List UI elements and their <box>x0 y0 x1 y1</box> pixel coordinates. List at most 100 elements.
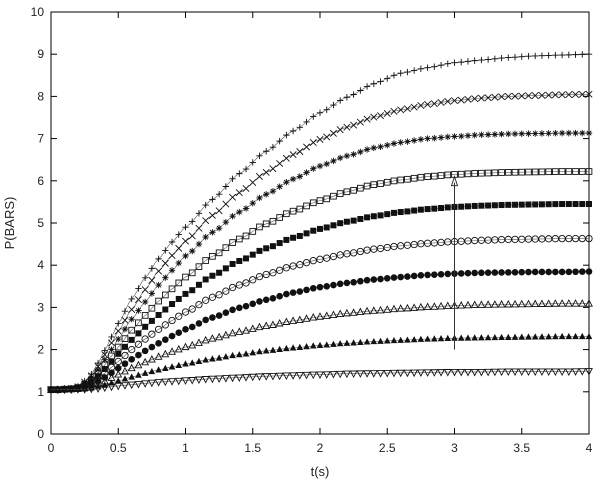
data-point <box>276 345 283 352</box>
data-point <box>316 197 324 204</box>
data-point <box>410 174 418 182</box>
series-line <box>51 132 589 390</box>
data-point <box>209 272 216 279</box>
data-point <box>276 159 284 168</box>
data-point <box>155 255 162 263</box>
data-point <box>155 267 163 275</box>
data-point <box>363 146 371 153</box>
data-point <box>464 170 472 178</box>
data-point <box>565 201 572 208</box>
data-point <box>552 333 559 340</box>
data-point <box>458 132 465 140</box>
data-point <box>552 130 559 137</box>
data-point <box>269 346 277 353</box>
data-point <box>188 323 196 331</box>
data-point <box>303 202 310 210</box>
data-point <box>564 368 573 376</box>
data-point <box>512 201 519 208</box>
data-point <box>376 370 385 378</box>
data-point <box>215 224 223 232</box>
data-point <box>282 317 291 325</box>
x-axis-title: t(s) <box>311 464 330 479</box>
data-point <box>491 202 498 209</box>
data-point <box>121 343 128 350</box>
data-point <box>80 386 89 394</box>
data-point <box>316 135 324 143</box>
data-point <box>141 312 149 319</box>
data-point <box>88 378 95 385</box>
data-point <box>470 300 479 309</box>
data-point <box>208 375 217 384</box>
data-point <box>478 169 485 177</box>
data-point <box>377 180 384 187</box>
data-point <box>262 321 271 329</box>
data-point <box>363 182 371 190</box>
data-point <box>209 314 216 321</box>
data-point <box>229 175 236 183</box>
data-point <box>464 334 472 341</box>
data-point <box>215 207 223 215</box>
data-point <box>236 304 243 312</box>
data-point <box>242 165 250 173</box>
data-point <box>222 200 230 208</box>
data-point <box>572 90 580 99</box>
data-point <box>242 205 250 212</box>
data-point <box>114 382 123 391</box>
data-point <box>470 368 479 377</box>
data-point <box>121 366 129 375</box>
data-point <box>585 234 593 243</box>
data-point <box>336 370 345 379</box>
data-point <box>276 240 283 247</box>
data-point <box>222 353 230 360</box>
data-point <box>376 305 385 314</box>
data-point <box>189 287 196 294</box>
data-point <box>377 275 384 283</box>
data-point <box>323 160 330 168</box>
data-point <box>182 273 189 281</box>
data-point <box>477 94 485 102</box>
data-point <box>330 101 337 109</box>
data-point <box>317 225 323 232</box>
data-point <box>276 183 283 190</box>
data-point <box>168 347 176 355</box>
data-point <box>47 386 55 395</box>
data-point <box>323 341 331 348</box>
data-point <box>558 268 566 276</box>
data-point <box>175 295 182 302</box>
data-point <box>404 208 411 215</box>
data-point <box>202 201 209 209</box>
data-point <box>444 270 452 278</box>
data-point <box>128 373 135 380</box>
data-point <box>236 257 243 264</box>
data-point <box>404 273 411 280</box>
data-point <box>73 386 82 394</box>
data-point <box>437 335 445 342</box>
data-point <box>477 300 486 308</box>
data-point <box>585 368 593 376</box>
data-point <box>538 268 546 276</box>
data-point <box>357 277 364 285</box>
data-point <box>404 138 411 145</box>
data-point <box>552 268 559 276</box>
data-point <box>188 232 196 240</box>
data-point <box>256 298 263 305</box>
data-point <box>236 170 243 177</box>
data-point <box>336 97 344 104</box>
data-point <box>147 379 156 388</box>
data-point <box>464 95 472 103</box>
data-point <box>269 217 277 225</box>
data-point <box>564 299 573 307</box>
data-point <box>531 368 540 377</box>
data-point <box>249 228 257 235</box>
data-point <box>275 266 284 274</box>
data-point <box>397 139 404 146</box>
data-point <box>263 148 270 155</box>
data-point <box>121 316 129 324</box>
data-point <box>128 295 135 303</box>
x-tick-label: 2 <box>317 441 324 455</box>
data-point <box>134 340 143 348</box>
data-point <box>323 254 331 262</box>
data-point <box>141 357 150 366</box>
data-point <box>505 130 512 138</box>
data-point <box>424 135 431 142</box>
